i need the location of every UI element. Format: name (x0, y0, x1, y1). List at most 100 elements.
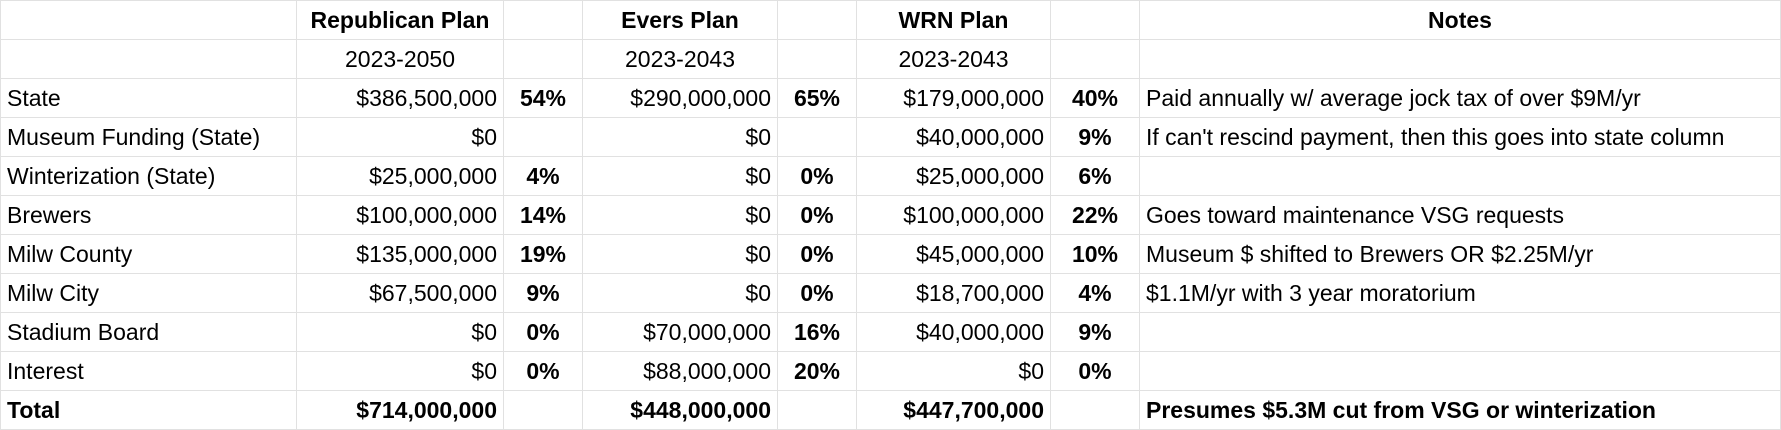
total-blank-cell[interactable] (1050, 390, 1140, 430)
total-label-cell[interactable]: Total (0, 390, 297, 430)
total-republican-cell[interactable]: $714,000,000 (296, 390, 504, 430)
wrn-percent-cell[interactable]: 40% (1050, 78, 1140, 118)
table-row: State $386,500,000 54% $290,000,000 65% … (0, 78, 1781, 118)
header-blank-cell[interactable] (503, 0, 583, 40)
wrn-amount-cell[interactable]: $40,000,000 (856, 117, 1051, 157)
row-label-cell[interactable]: Winterization (State) (0, 156, 297, 196)
period-blank-cell[interactable] (1050, 39, 1140, 79)
republican-percent-cell[interactable]: 0% (503, 351, 583, 391)
header-blank-cell[interactable] (0, 0, 297, 40)
evers-amount-cell[interactable]: $70,000,000 (582, 312, 778, 352)
wrn-percent-cell[interactable]: 0% (1050, 351, 1140, 391)
evers-amount-cell[interactable]: $88,000,000 (582, 351, 778, 391)
note-cell[interactable] (1139, 351, 1781, 391)
header-blank-cell[interactable] (777, 0, 857, 40)
period-republican[interactable]: 2023-2050 (296, 39, 504, 79)
evers-amount-cell[interactable]: $0 (582, 273, 778, 313)
header-blank-cell[interactable] (1050, 0, 1140, 40)
header-republican-plan[interactable]: Republican Plan (296, 0, 504, 40)
wrn-amount-cell[interactable]: $179,000,000 (856, 78, 1051, 118)
wrn-percent-cell[interactable]: 22% (1050, 195, 1140, 235)
period-row: 2023-2050 2023-2043 2023-2043 (0, 39, 1781, 79)
republican-percent-cell[interactable]: 4% (503, 156, 583, 196)
period-blank-cell[interactable] (1139, 39, 1781, 79)
evers-amount-cell[interactable]: $0 (582, 117, 778, 157)
evers-percent-cell[interactable]: 0% (777, 195, 857, 235)
period-blank-cell[interactable] (0, 39, 297, 79)
republican-percent-cell[interactable] (503, 117, 583, 157)
wrn-percent-cell[interactable]: 4% (1050, 273, 1140, 313)
wrn-amount-cell[interactable]: $45,000,000 (856, 234, 1051, 274)
wrn-amount-cell[interactable]: $100,000,000 (856, 195, 1051, 235)
wrn-amount-cell[interactable]: $0 (856, 351, 1051, 391)
row-label-cell[interactable]: Interest (0, 351, 297, 391)
row-label-cell[interactable]: Stadium Board (0, 312, 297, 352)
table-row: Stadium Board $0 0% $70,000,000 16% $40,… (0, 312, 1781, 352)
republican-percent-cell[interactable]: 0% (503, 312, 583, 352)
row-label-cell[interactable]: Milw City (0, 273, 297, 313)
republican-percent-cell[interactable]: 54% (503, 78, 583, 118)
republican-amount-cell[interactable]: $0 (296, 117, 504, 157)
total-row: Total $714,000,000 $448,000,000 $447,700… (0, 390, 1781, 430)
note-cell[interactable]: Museum $ shifted to Brewers OR $2.25M/yr (1139, 234, 1781, 274)
wrn-percent-cell[interactable]: 10% (1050, 234, 1140, 274)
wrn-amount-cell[interactable]: $18,700,000 (856, 273, 1051, 313)
row-label-cell[interactable]: Brewers (0, 195, 297, 235)
total-wrn-cell[interactable]: $447,700,000 (856, 390, 1051, 430)
evers-percent-cell[interactable] (777, 117, 857, 157)
header-wrn-plan[interactable]: WRN Plan (856, 0, 1051, 40)
row-label-cell[interactable]: Museum Funding (State) (0, 117, 297, 157)
total-evers-cell[interactable]: $448,000,000 (582, 390, 778, 430)
note-cell[interactable] (1139, 156, 1781, 196)
header-evers-plan[interactable]: Evers Plan (582, 0, 778, 40)
republican-percent-cell[interactable]: 9% (503, 273, 583, 313)
total-blank-cell[interactable] (777, 390, 857, 430)
evers-amount-cell[interactable]: $0 (582, 234, 778, 274)
evers-percent-cell[interactable]: 0% (777, 234, 857, 274)
header-notes[interactable]: Notes (1139, 0, 1781, 40)
evers-amount-cell[interactable]: $0 (582, 195, 778, 235)
evers-amount-cell[interactable]: $0 (582, 156, 778, 196)
table-row: Brewers $100,000,000 14% $0 0% $100,000,… (0, 195, 1781, 235)
wrn-percent-cell[interactable]: 9% (1050, 117, 1140, 157)
republican-amount-cell[interactable]: $135,000,000 (296, 234, 504, 274)
total-note-cell[interactable]: Presumes $5.3M cut from VSG or winteriza… (1139, 390, 1781, 430)
republican-amount-cell[interactable]: $100,000,000 (296, 195, 504, 235)
table-row: Interest $0 0% $88,000,000 20% $0 0% (0, 351, 1781, 391)
evers-percent-cell[interactable]: 65% (777, 78, 857, 118)
wrn-percent-cell[interactable]: 9% (1050, 312, 1140, 352)
period-blank-cell[interactable] (503, 39, 583, 79)
period-wrn[interactable]: 2023-2043 (856, 39, 1051, 79)
republican-amount-cell[interactable]: $0 (296, 312, 504, 352)
republican-amount-cell[interactable]: $386,500,000 (296, 78, 504, 118)
table-row: Milw City $67,500,000 9% $0 0% $18,700,0… (0, 273, 1781, 313)
period-blank-cell[interactable] (777, 39, 857, 79)
evers-percent-cell[interactable]: 16% (777, 312, 857, 352)
note-cell[interactable]: If can't rescind payment, then this goes… (1139, 117, 1781, 157)
evers-amount-cell[interactable]: $290,000,000 (582, 78, 778, 118)
republican-amount-cell[interactable]: $0 (296, 351, 504, 391)
table-row: Winterization (State) $25,000,000 4% $0 … (0, 156, 1781, 196)
header-row: Republican Plan Evers Plan WRN Plan Note… (0, 0, 1781, 40)
evers-percent-cell[interactable]: 0% (777, 156, 857, 196)
row-label-cell[interactable]: State (0, 78, 297, 118)
wrn-percent-cell[interactable]: 6% (1050, 156, 1140, 196)
note-cell[interactable]: Goes toward maintenance VSG requests (1139, 195, 1781, 235)
republican-amount-cell[interactable]: $25,000,000 (296, 156, 504, 196)
evers-percent-cell[interactable]: 20% (777, 351, 857, 391)
wrn-amount-cell[interactable]: $40,000,000 (856, 312, 1051, 352)
period-evers[interactable]: 2023-2043 (582, 39, 778, 79)
republican-percent-cell[interactable]: 19% (503, 234, 583, 274)
evers-percent-cell[interactable]: 0% (777, 273, 857, 313)
table-row: Museum Funding (State) $0 $0 $40,000,000… (0, 117, 1781, 157)
note-cell[interactable]: $1.1M/yr with 3 year moratorium (1139, 273, 1781, 313)
row-label-cell[interactable]: Milw County (0, 234, 297, 274)
wrn-amount-cell[interactable]: $25,000,000 (856, 156, 1051, 196)
republican-amount-cell[interactable]: $67,500,000 (296, 273, 504, 313)
total-blank-cell[interactable] (503, 390, 583, 430)
note-cell[interactable] (1139, 312, 1781, 352)
note-cell[interactable]: Paid annually w/ average jock tax of ove… (1139, 78, 1781, 118)
republican-percent-cell[interactable]: 14% (503, 195, 583, 235)
